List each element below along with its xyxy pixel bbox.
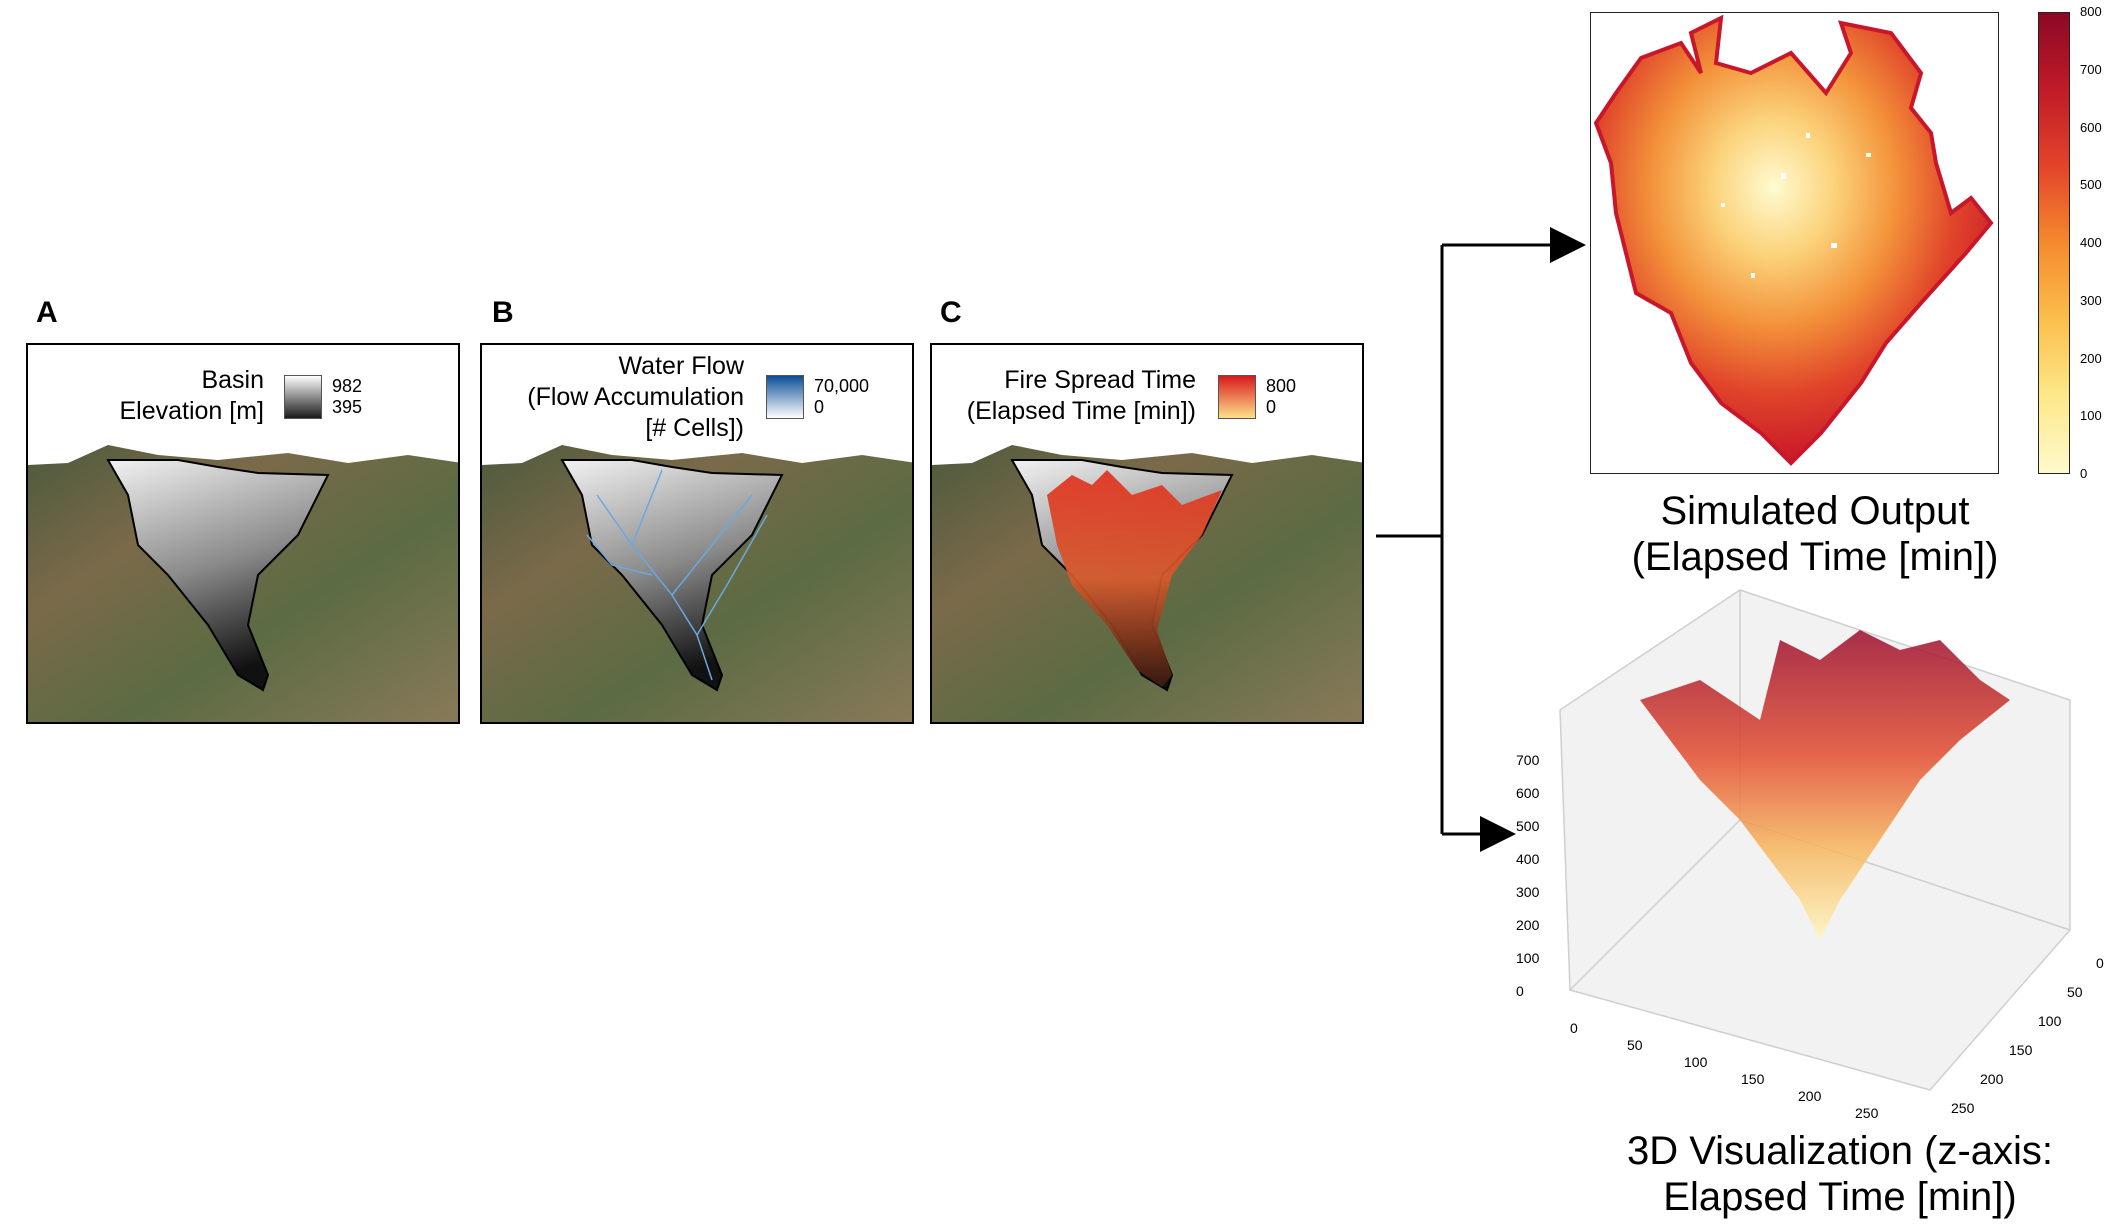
colorbar-tick-label: 400	[2080, 235, 2102, 250]
terrain-map-c	[932, 445, 1362, 722]
panel-letter-c: C	[940, 296, 962, 329]
panel-b-flow: Water Flow (Flow Accumulation [# Cells])…	[480, 343, 914, 724]
fire-colorbar	[1218, 375, 1256, 419]
colorbar-tick-label: 600	[2080, 119, 2102, 135]
cbar-max: 70,000	[814, 376, 870, 396]
panel-letter-b: B	[492, 296, 514, 329]
z-tick-label: 200	[1516, 917, 1540, 933]
title-line: Basin	[201, 366, 264, 394]
simulated-colorbar	[2038, 12, 2070, 474]
terrain-map-b	[482, 445, 912, 722]
title-line: [# Cells])	[645, 414, 744, 442]
simulated-output-map	[1590, 12, 1999, 474]
title-line: Elapsed Time [min])	[1663, 1175, 2017, 1219]
title-line: Elevation [m]	[119, 397, 264, 425]
title-line: Fire Spread Time	[1004, 366, 1196, 394]
panel-b-title: Water Flow (Flow Accumulation [# Cells])	[527, 351, 744, 444]
cbar-min: 395	[332, 397, 363, 417]
title-line: Simulated Output	[1660, 489, 1970, 533]
elevation-colorbar	[284, 375, 322, 419]
panel-a-title: Basin Elevation [m]	[119, 365, 264, 427]
cbar-max: 982	[332, 376, 363, 396]
3d-surface	[1640, 630, 2010, 940]
y-tick-label: 100	[2038, 1013, 2062, 1029]
title-line: Water Flow	[618, 352, 744, 380]
y-tick-label: 50	[2067, 984, 2083, 1000]
x-tick-label: 0	[1570, 1020, 1578, 1036]
x-tick-label: 200	[1798, 1088, 1822, 1104]
viz3d-title: 3D Visualization (z-axis: Elapsed Time […	[1580, 1128, 2100, 1220]
terrain-map-a	[28, 445, 458, 722]
y-tick-label: 0	[2096, 955, 2104, 971]
colorbar-tick-label: 800	[2080, 4, 2102, 19]
panel-c-fire: Fire Spread Time (Elapsed Time [min]) 80…	[930, 343, 1364, 724]
title-line: 3D Visualization (z-axis:	[1626, 1129, 2054, 1173]
z-tick-label: 600	[1516, 785, 1540, 801]
colorbar-tick-label: 0	[2080, 466, 2088, 481]
y-tick-label: 250	[1951, 1100, 1975, 1116]
colorbar-tick-label: 100	[2080, 408, 2102, 424]
panel-a-elevation: Basin Elevation [m] 982 395	[26, 343, 460, 724]
cbar-min: 0	[1266, 397, 1277, 417]
fire-spread-raster	[1593, 14, 1994, 466]
title-line: (Flow Accumulation	[527, 383, 744, 411]
simulated-output-title: Simulated Output (Elapsed Time [min])	[1590, 488, 2040, 580]
z-tick-label: 300	[1516, 884, 1540, 900]
stream-network	[586, 469, 768, 681]
cbar-max: 800	[1266, 376, 1297, 396]
unburned-gaps	[1721, 133, 1871, 278]
z-tick-label: 500	[1516, 818, 1540, 834]
colorbar-tick-label: 300	[2080, 292, 2102, 308]
flow-colorbar	[766, 375, 804, 419]
panel-letter-a: A	[36, 296, 58, 329]
colorbar-tick-label: 700	[2080, 61, 2102, 77]
x-tick-label: 50	[1627, 1037, 1643, 1053]
z-tick-label: 400	[1516, 851, 1540, 867]
x-tick-label: 100	[1684, 1054, 1708, 1070]
fire-extent	[1047, 470, 1222, 687]
colorbar-tick-label: 200	[2080, 350, 2102, 366]
title-line: (Elapsed Time [min])	[966, 397, 1196, 425]
panel-c-title: Fire Spread Time (Elapsed Time [min])	[967, 365, 1196, 427]
z-tick-label: 100	[1516, 950, 1540, 966]
x-tick-label: 250	[1855, 1105, 1879, 1121]
3d-axes-box	[1559, 589, 2071, 1091]
y-tick-label: 200	[1980, 1071, 2004, 1087]
y-tick-label: 150	[2009, 1042, 2033, 1058]
z-tick-label: 700	[1516, 752, 1540, 768]
colorbar-tick-label: 500	[2080, 177, 2102, 193]
cbar-min: 0	[814, 397, 825, 417]
x-tick-label: 150	[1741, 1071, 1765, 1087]
z-tick-label: 0	[1516, 983, 1524, 999]
title-line: (Elapsed Time [min])	[1631, 535, 1999, 579]
